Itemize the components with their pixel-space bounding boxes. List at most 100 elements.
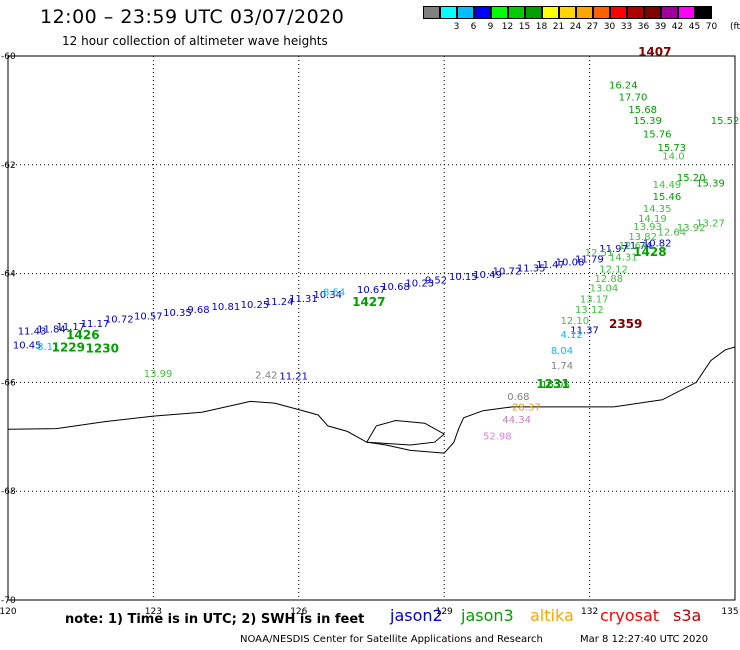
wave-height-label: 10.34	[313, 290, 342, 301]
wave-height-label: 10.57	[134, 311, 163, 322]
color-swatch	[508, 6, 525, 19]
wave-height-label: 10.45	[13, 341, 42, 352]
wave-height-label: 10.72	[105, 315, 134, 326]
credit-text: NOAA/NESDIS Center for Satellite Applica…	[240, 634, 543, 645]
wave-height-label: 11.43	[18, 327, 47, 338]
lat-tick-label: -64	[1, 270, 16, 280]
color-swatch-label: 18	[535, 22, 548, 32]
wave-height-label: 2.42	[255, 371, 277, 382]
color-swatch-label: 15	[518, 22, 531, 32]
wave-height-label: 10.08	[556, 257, 585, 268]
wave-height-label: 16.05	[541, 380, 570, 391]
footer-note: note: 1) Time is in UTC; 2) SWH is in fe…	[65, 612, 365, 627]
wave-height-label: 11.24	[265, 297, 294, 308]
color-swatch-label: 39	[654, 22, 667, 32]
wave-height-label: 15.39	[696, 179, 725, 190]
page-subtitle: 12 hour collection of altimeter wave hei…	[62, 34, 328, 48]
lat-tick-label: -68	[1, 487, 16, 497]
color-swatch-label: 21	[552, 22, 565, 32]
wave-height-label: 12.12	[599, 265, 628, 276]
wave-height-label: 9.52	[425, 275, 447, 286]
color-swatch-label: 6	[470, 22, 477, 32]
pass-time-label: 1231	[536, 377, 569, 391]
color-swatch-label: 45	[688, 22, 701, 32]
wave-height-label: 13.82	[628, 232, 657, 243]
wave-height-label: 11.47	[536, 260, 565, 271]
lat-tick-label: -66	[1, 378, 16, 388]
wave-height-label: 0.68	[507, 392, 529, 403]
legend-entry: cryosat	[600, 606, 660, 625]
wave-height-label: 11.74	[624, 241, 653, 252]
lon-tick-label: 132	[581, 607, 598, 617]
lon-tick-label: 123	[145, 607, 162, 617]
wave-height-label: 1.74	[551, 361, 573, 372]
wave-height-label: 15.20	[677, 173, 706, 184]
lon-tick-label: 126	[290, 607, 307, 617]
wave-height-label: 8.54	[323, 287, 345, 298]
wave-height-label: 44.34	[502, 415, 531, 426]
color-swatch	[542, 6, 559, 19]
wave-height-label: 10.81	[212, 302, 241, 313]
wave-height-label: 13.93	[633, 222, 662, 233]
wave-height-label: 11.97	[599, 244, 628, 255]
legend-entry: jason3	[461, 606, 514, 625]
color-swatch	[593, 6, 610, 19]
wave-height-label: 15.68	[628, 105, 657, 116]
wave-height-label: 14.49	[653, 180, 682, 191]
color-swatch	[627, 6, 644, 19]
color-swatch	[661, 6, 678, 19]
wave-height-label: 14.35	[643, 204, 672, 215]
wave-height-label: 14.19	[638, 214, 667, 225]
axis-labels: 120 123 126 129 132 135 -60 -62 -64 -66 -68 -70	[0, 52, 739, 617]
wave-height-label: 10.72	[493, 267, 522, 278]
wave-height-label: 12.51	[585, 248, 614, 259]
wave-height-label: 13.92	[677, 223, 706, 234]
pass-time-label: 1407	[638, 45, 671, 59]
pass-time-label: 1426	[66, 328, 99, 342]
wave-height-label: 10.15	[449, 272, 478, 283]
color-swatch-label: 36	[637, 22, 650, 32]
lat-tick-label: -62	[1, 161, 16, 171]
color-swatch	[440, 6, 457, 19]
wave-height-label: 13.04	[590, 284, 619, 295]
wave-height-label: 10.25	[241, 300, 270, 311]
wave-height-label: 15.76	[643, 130, 672, 141]
wave-height-label: 10.23	[405, 279, 434, 290]
color-swatch	[678, 6, 695, 19]
coastline	[7, 346, 736, 454]
wave-height-label: 52.98	[483, 432, 512, 443]
color-swatch	[559, 6, 576, 19]
timestamp: Mar 8 12:27:40 UTC 2020	[580, 634, 709, 645]
wave-height-label: 11.31	[289, 294, 318, 305]
legend-entry: s3a	[673, 606, 702, 625]
wave-height-label: 12.64	[619, 241, 648, 252]
wave-height-label: 12.64	[657, 228, 686, 239]
wave-height-label: 11.84	[37, 324, 66, 335]
coastline-path	[7, 346, 736, 454]
color-swatch-label: 9	[487, 22, 494, 32]
wave-height-label: 9.68	[187, 305, 209, 316]
grid-lines	[8, 56, 735, 600]
lat-tick-label: -60	[1, 52, 16, 62]
wave-height-label: 16.24	[609, 81, 638, 92]
wave-height-label: 8.04	[551, 346, 573, 357]
pass-time-label: 1427	[352, 295, 385, 309]
wave-height-label: 14.31	[609, 253, 638, 264]
page-title: 12:00 – 23:59 UTC 03/07/2020	[40, 6, 345, 28]
pass-time-label: 1229	[52, 340, 85, 354]
color-swatch-label: 27	[586, 22, 599, 32]
wave-height-label: 15.73	[657, 143, 686, 154]
map-frame	[7, 55, 736, 601]
wave-height-label: 11.37	[570, 325, 599, 336]
pass-time-label: 1230	[86, 341, 119, 355]
color-swatch-label: 42	[671, 22, 684, 32]
wave-height-label: 12.10	[561, 316, 590, 327]
color-swatch	[423, 6, 440, 19]
lat-tick-label: -70	[1, 596, 16, 606]
color-swatch	[474, 6, 491, 19]
wave-height-label: 11.21	[279, 372, 308, 383]
lon-tick-label: 135	[721, 607, 738, 617]
wave-height-label: 13.12	[575, 305, 604, 316]
lon-tick-label: 120	[0, 607, 17, 617]
